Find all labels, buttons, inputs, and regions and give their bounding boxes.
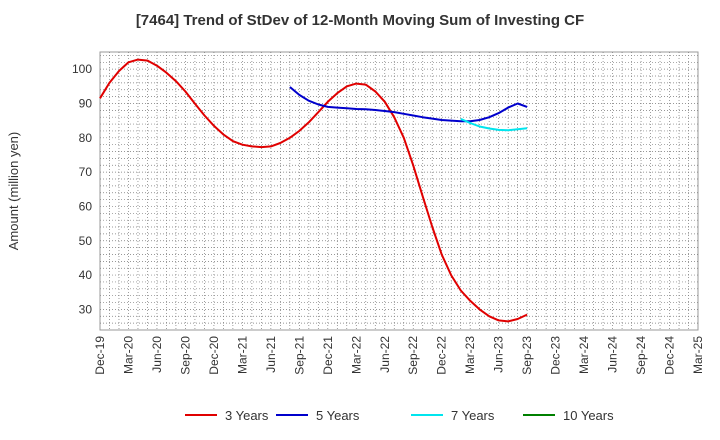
x-tick-label: Jun-22	[378, 336, 392, 373]
y-tick-label: 100	[72, 62, 92, 76]
chart-title: [7464] Trend of StDev of 12-Month Moving…	[135, 12, 585, 29]
series-lines	[99, 58, 528, 323]
x-tick-label: Jun-21	[264, 336, 278, 373]
x-tick-label: Jun-20	[150, 336, 164, 373]
x-tick-label: Mar-24	[577, 336, 591, 374]
plot-area	[99, 51, 699, 331]
x-tick-label: Mar-23	[463, 336, 477, 374]
legend-item: 5 Years	[276, 408, 360, 423]
x-tick-label: Dec-19	[93, 336, 107, 375]
y-tick-label: 30	[79, 302, 93, 316]
x-tick-label: Dec-21	[321, 336, 335, 375]
y-tick-label: 40	[79, 268, 93, 282]
x-tick-label: Sep-21	[292, 336, 306, 375]
y-tick-label: 50	[79, 234, 93, 248]
y-tick-label: 90	[79, 96, 93, 110]
x-tick-label: Sep-24	[634, 336, 648, 375]
y-axis-label: Amount (million yen)	[6, 132, 21, 251]
legend-item: 7 Years	[411, 408, 495, 423]
legend-item: 3 Years	[185, 408, 269, 423]
x-tick-label: Dec-22	[435, 336, 449, 375]
x-tick-label: Dec-23	[549, 336, 563, 375]
legend-label: 3 Years	[225, 408, 269, 423]
x-tick-label: Jun-24	[606, 336, 620, 373]
y-tick-label: 80	[79, 131, 93, 145]
series-line-7-years	[460, 117, 528, 132]
grid	[100, 52, 698, 330]
series-line-5-years	[289, 86, 528, 123]
x-tick-label: Mar-22	[349, 336, 363, 374]
x-tick-label: Jun-23	[492, 336, 506, 373]
x-tick-label: Mar-21	[235, 336, 249, 374]
x-tick-label: Sep-22	[406, 336, 420, 375]
legend-label: 5 Years	[316, 408, 360, 423]
y-axis: 30 40 50 60 70 80 90 100	[72, 62, 92, 316]
x-tick-label: Dec-24	[663, 336, 677, 375]
legend-label: 10 Years	[563, 408, 614, 423]
x-axis: Dec-19 Mar-20 Jun-20 Sep-20 Dec-20 Mar-21 Jun-…	[93, 336, 705, 375]
x-tick-label: Dec-20	[207, 336, 221, 375]
x-tick-label: Mar-25	[691, 336, 705, 374]
y-tick-label: 70	[79, 165, 93, 179]
legend-item: 10 Years	[523, 408, 614, 423]
legend-label: 7 Years	[451, 408, 495, 423]
legend: 3 Years 5 Years 7 Years 10 Years	[185, 408, 614, 423]
series-line-3-years	[99, 58, 528, 323]
x-tick-label: Mar-20	[121, 336, 135, 374]
x-tick-label: Sep-20	[178, 336, 192, 375]
y-tick-label: 60	[79, 199, 93, 213]
x-tick-label: Sep-23	[520, 336, 534, 375]
